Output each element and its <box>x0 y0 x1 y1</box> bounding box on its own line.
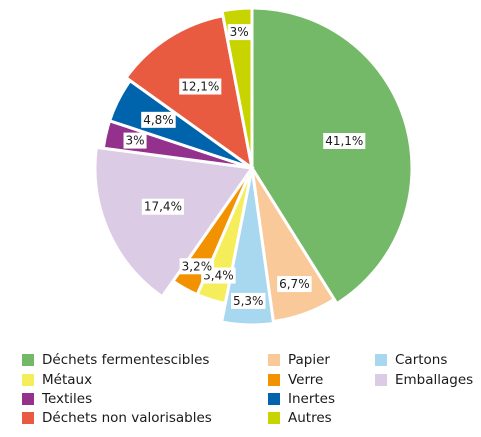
value-label: 3% <box>126 134 145 148</box>
value-label-box <box>179 258 215 275</box>
value-label-box <box>323 133 366 150</box>
value-label-box <box>179 78 222 95</box>
legend-label: Emballages <box>395 372 473 388</box>
value-label: 3,2% <box>182 259 213 273</box>
legend-label: Papier <box>288 352 330 368</box>
value-label: 12,1% <box>181 80 219 94</box>
legend-swatch <box>268 374 280 386</box>
value-label: 3% <box>230 25 249 39</box>
value-label: 41,1% <box>325 134 363 148</box>
value-label: 4,8% <box>143 113 174 127</box>
legend-label: Verre <box>288 372 323 388</box>
legend-label: Déchets non valorisables <box>42 410 212 426</box>
legend-swatch <box>375 354 387 366</box>
legend-swatch <box>268 354 280 366</box>
pie-slice <box>220 6 254 169</box>
legend-swatch <box>22 374 34 386</box>
legend-label: Inertes <box>288 391 335 407</box>
value-label-box <box>230 292 266 309</box>
legend-label: Autres <box>288 410 332 426</box>
legend-swatch <box>375 374 387 386</box>
legend-swatch <box>268 393 280 405</box>
value-label-box <box>141 198 184 215</box>
value-label-box <box>123 132 147 149</box>
pie-slice <box>219 167 276 327</box>
value-label-box <box>227 24 251 41</box>
value-label: 5,3% <box>233 294 264 308</box>
value-label-box <box>277 276 312 293</box>
legend-label: Métaux <box>42 372 92 388</box>
legend-swatch <box>22 354 34 366</box>
value-label-box <box>141 111 176 128</box>
legend-label: Cartons <box>395 352 447 368</box>
legend-label: Textiles <box>41 391 92 407</box>
pie-slice <box>93 145 255 299</box>
legend-swatch <box>22 412 34 424</box>
legend-swatch <box>268 412 280 424</box>
value-label: 6,7% <box>279 277 310 291</box>
legend-swatch <box>22 393 34 405</box>
value-label: 17,4% <box>144 200 182 214</box>
legend-label: Déchets fermentescibles <box>42 352 209 368</box>
